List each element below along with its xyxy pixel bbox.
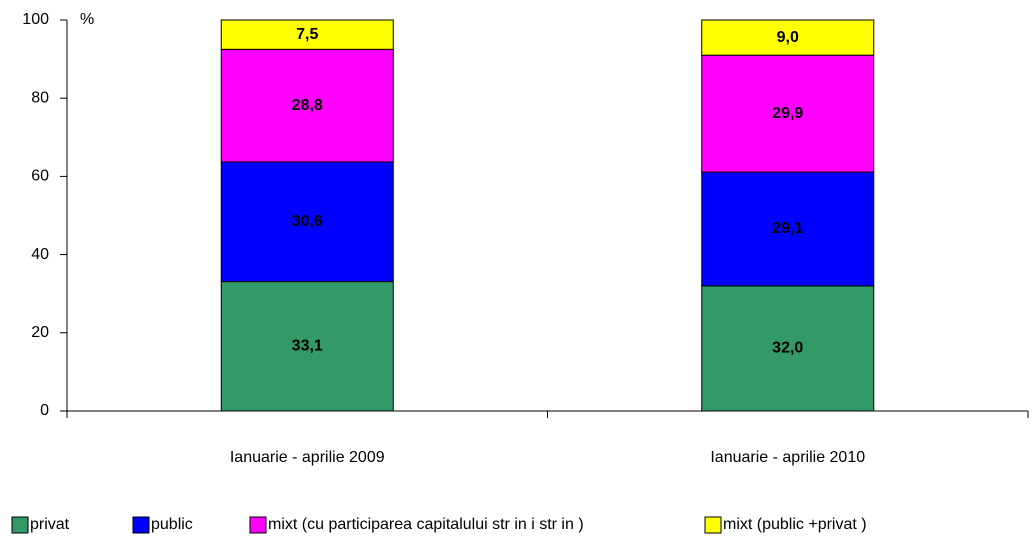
bar-segment	[701, 171, 875, 287]
value-label: 9,0	[777, 29, 799, 46]
x-tick-label: Ianuarie - aprilie 2010	[710, 449, 865, 466]
legend-label: mixt (cu participarea capitalului str in…	[268, 516, 584, 533]
bar-segment	[701, 285, 875, 412]
value-label: 7,5	[296, 26, 318, 43]
value-label: 30,6	[292, 213, 323, 230]
y-tick-label: 20	[31, 324, 49, 341]
bar-segment	[701, 54, 875, 173]
value-label: 33,1	[292, 338, 323, 355]
y-tick-label: 40	[31, 246, 49, 263]
y-unit-label: %	[80, 11, 94, 28]
legend-label: privat	[30, 516, 70, 533]
value-label: 29,1	[772, 220, 803, 237]
x-tick-label: Ianuarie - aprilie 2009	[230, 449, 385, 466]
bar-segment	[701, 19, 875, 56]
legend-swatch	[249, 516, 267, 534]
value-label: 29,9	[772, 105, 803, 122]
bar-segment	[220, 161, 394, 283]
legend-swatch	[11, 516, 29, 534]
y-tick-label: 60	[31, 168, 49, 185]
bar-segment	[220, 19, 394, 50]
y-tick-label: 100	[22, 11, 49, 28]
value-label: 32,0	[772, 340, 803, 357]
legend-swatch	[132, 516, 150, 534]
legend-swatch	[704, 516, 722, 534]
legend-label: public	[151, 516, 193, 533]
bar-segment	[220, 281, 394, 412]
bar-segment	[220, 48, 394, 163]
value-label: 28,8	[292, 97, 323, 114]
legend-label: mixt (public +privat )	[723, 516, 867, 533]
y-tick-label: 0	[40, 402, 49, 419]
y-tick-label: 80	[31, 89, 49, 106]
